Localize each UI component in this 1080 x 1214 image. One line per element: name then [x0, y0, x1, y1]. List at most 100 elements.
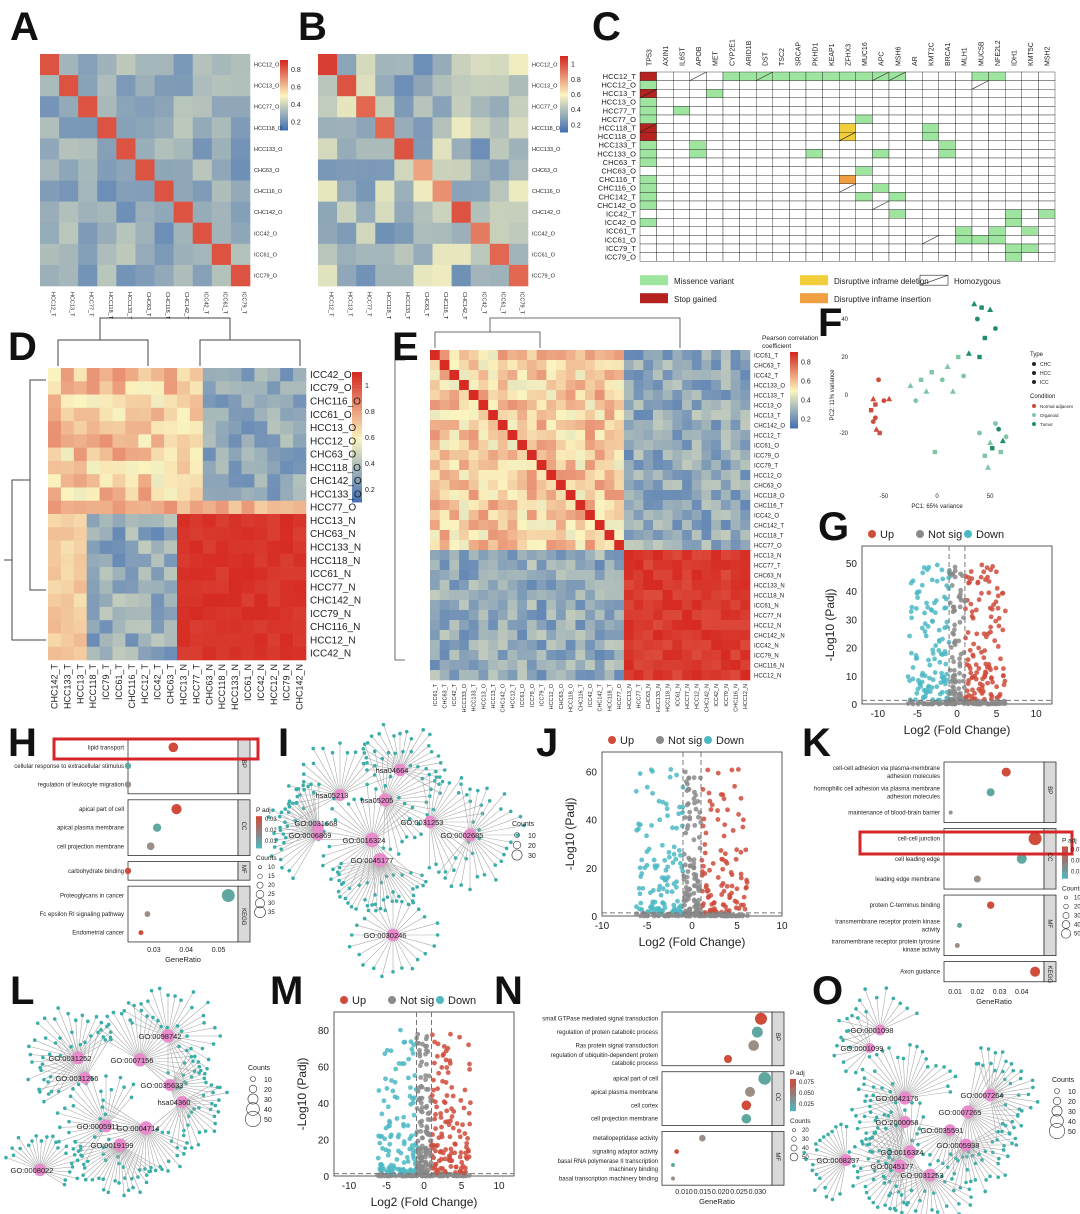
mutation-cell [639, 114, 657, 124]
heatmap-cell-e [439, 630, 450, 641]
network-edge [333, 798, 373, 841]
volcano-point [423, 1163, 429, 1169]
heatmap-cell-a [40, 75, 60, 97]
gene-node [411, 887, 415, 891]
heatmap-cell-d [125, 646, 139, 661]
volcano-point [454, 1121, 460, 1126]
volcano-point [425, 1086, 431, 1092]
heatmap-cell-e [594, 620, 605, 631]
heatmap-cell-d [60, 580, 75, 594]
heatmap-cell-e [439, 410, 450, 421]
volcano-point [670, 825, 675, 831]
mutation-cell [706, 149, 724, 159]
mutation-cell [656, 140, 674, 150]
volcano-point [720, 857, 726, 862]
network-edge [367, 742, 401, 771]
heatmap-cell-e [604, 400, 615, 411]
mutation-cell [805, 123, 823, 133]
mutation-cell [971, 123, 989, 133]
mutation-cell [706, 123, 724, 133]
heatmap-cell-e [701, 550, 712, 561]
gene-node [400, 899, 404, 904]
network-edge [345, 859, 381, 899]
mutation-cell [789, 174, 807, 184]
network-edge [879, 998, 894, 1031]
gene-node [196, 1060, 201, 1064]
network-edge [139, 1035, 188, 1061]
heatmap-cell-e [478, 420, 489, 431]
volcano-point [462, 1131, 468, 1136]
heatmap-cell-d [99, 368, 113, 382]
mutation-cell [822, 80, 840, 90]
padj-colorbar-segment [256, 832, 262, 834]
volcano-point [453, 1142, 458, 1147]
heatmap-cell-e [585, 580, 596, 591]
mutation-cell [789, 166, 807, 176]
dot-mark [748, 1040, 759, 1051]
network-edge [379, 859, 381, 909]
volcano-point [733, 856, 739, 862]
volcano-point [995, 644, 1001, 649]
gene-node [287, 804, 292, 809]
network-edge [77, 1024, 109, 1059]
heatmap-cell-e [691, 510, 702, 521]
gene-node [185, 1048, 189, 1053]
gene-node [291, 876, 295, 881]
network-edge [139, 1017, 154, 1061]
gene-node [98, 1116, 103, 1121]
volcano-point [988, 567, 994, 573]
mutation-cell [722, 149, 740, 159]
heatmap-cell-b [356, 117, 376, 139]
network-edge [332, 752, 341, 796]
gene-node [837, 1018, 841, 1023]
gene-node [321, 746, 325, 751]
heatmap-cell-b [451, 180, 472, 202]
heatmap-cell-b [318, 180, 338, 202]
colorbar-a-segment [280, 117, 288, 120]
mutation-cell [805, 183, 823, 193]
mutation-cell [872, 209, 890, 219]
pca-point [944, 363, 951, 369]
padj-colorbar-segment [790, 1098, 796, 1100]
heatmap-cell-d [215, 381, 229, 395]
heatmap-cell-d [241, 447, 255, 462]
mutation-cell [888, 192, 906, 202]
volcano-point [686, 893, 692, 899]
heatmap-cell-a [78, 138, 98, 160]
heatmap-cell-e [536, 580, 547, 591]
gene-node [398, 731, 402, 736]
heatmap-cell-e [643, 580, 654, 591]
volcano-point [665, 882, 670, 888]
heatmap-cell-e [430, 560, 440, 571]
heatmap-cell-d [125, 407, 139, 422]
network-edge [274, 834, 319, 848]
heatmap-cell-d [73, 514, 87, 528]
heatmap-cell-e [711, 500, 722, 511]
heatmap-cell-d [151, 553, 165, 568]
heatmap-cell-d [215, 487, 229, 502]
facet-frame [661, 1071, 773, 1126]
heatmap-cell-e [720, 560, 731, 571]
mutation-cell [988, 166, 1006, 176]
network-edge [429, 821, 473, 854]
mutation-cell [872, 88, 890, 98]
colorbar-d-segment [352, 398, 362, 402]
mutation-cell [922, 106, 940, 116]
heatmap-cell-e [730, 490, 741, 501]
heatmap-cell-b [451, 138, 472, 160]
heatmap-cell-d [138, 381, 152, 395]
heatmap-cell-e [730, 550, 741, 561]
network-edge [169, 1082, 206, 1086]
network-edge [83, 1125, 107, 1165]
volcano-point [966, 575, 972, 581]
volcano-point [983, 670, 989, 676]
volcano-point [448, 1146, 454, 1152]
mutation-cell [1038, 209, 1056, 219]
gene-node [113, 1179, 117, 1183]
volcano-point [932, 600, 937, 606]
heatmap-cell-e [585, 390, 596, 401]
mutation-cell [839, 114, 857, 124]
heatmap-cell-e [594, 430, 605, 441]
pca-point [996, 426, 1002, 432]
heatmap-cell-e [546, 370, 557, 381]
